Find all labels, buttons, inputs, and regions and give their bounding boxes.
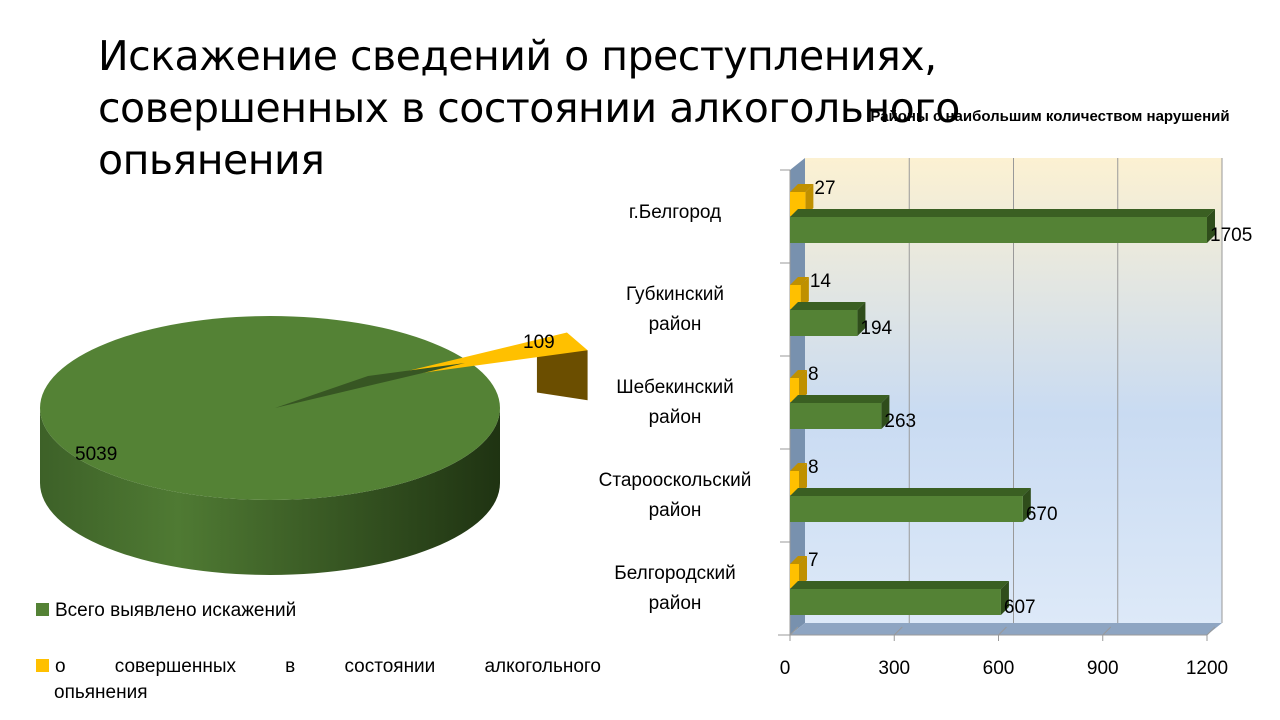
bar-chart-title: Районы с наибольшим количеством нарушени…	[870, 108, 1230, 125]
legend-swatch-yellow	[36, 659, 49, 672]
category-label: Шебекинский район	[590, 373, 760, 433]
gridline-floor	[1206, 626, 1216, 636]
gridline-floor	[893, 626, 903, 636]
pie-slice-gap	[275, 363, 465, 408]
legend-item-alcohol: о совершенных в состоянии алкогольного	[36, 652, 601, 682]
bar-alcohol-top	[790, 370, 807, 378]
pie-label-total: 5039	[75, 444, 117, 465]
pie-slice-total	[40, 316, 500, 500]
x-tick-label: 900	[1087, 658, 1119, 679]
bar-alcohol	[790, 564, 799, 588]
gridline-floor	[1102, 626, 1112, 636]
legend-label: Всего выявлено искажений	[55, 600, 297, 621]
bar-total	[790, 589, 1001, 615]
bar-label-total: 194	[860, 318, 892, 339]
category-label-line: район	[648, 499, 702, 521]
bar-alcohol-side	[799, 556, 807, 588]
x-tick-label: 0	[780, 658, 791, 679]
bar-total-side	[1000, 581, 1009, 615]
bar-alcohol-side	[799, 463, 807, 495]
bar-alcohol-top	[790, 556, 807, 564]
bar-alcohol-side	[805, 184, 814, 216]
bar-label-alcohol: 7	[808, 550, 819, 571]
bar-alcohol	[790, 471, 799, 495]
bar-total-top	[790, 581, 1009, 589]
bar-total-side	[1207, 209, 1215, 243]
bar-total-side	[881, 395, 890, 429]
bar-total-side	[857, 302, 866, 336]
category-label-line: район	[648, 313, 702, 335]
legend-label: о совершенных в состоянии алкогольного	[55, 656, 601, 677]
category-label-line: Белгородский	[614, 562, 736, 584]
chart-floor	[790, 623, 1222, 635]
gridline-floor	[998, 626, 1007, 636]
category-label-line: Старооскольский	[598, 469, 752, 491]
bar-label-total: 607	[1004, 597, 1036, 618]
x-tick-label: 1200	[1186, 658, 1228, 679]
pie-side-yellow	[536, 342, 588, 401]
bar-total-top	[790, 395, 890, 403]
category-label: Губкинский район	[590, 280, 760, 340]
pie-side-green	[40, 408, 500, 575]
legend-swatch-green	[36, 603, 49, 616]
category-label-line: район	[648, 406, 702, 428]
legend-item-alcohol-cont: опьянения	[54, 682, 148, 703]
pie-chart: 5039 109	[40, 316, 588, 575]
x-tick-label: 600	[983, 658, 1015, 679]
slide-title: Искажение сведений о преступлениях, сове…	[98, 32, 960, 184]
category-label-line: г.Белгород	[628, 201, 722, 223]
x-tick-label: 300	[878, 658, 910, 679]
category-label-line: Губкинский	[625, 283, 725, 305]
category-label: Белгородский район	[590, 559, 760, 619]
bar-label-alcohol: 27	[814, 178, 835, 199]
bar-alcohol	[790, 285, 801, 309]
bar-total-top	[790, 488, 1031, 496]
category-label-line: район	[648, 592, 702, 614]
bar-label-total: 1705	[1210, 225, 1252, 246]
bar-alcohol-side	[800, 277, 809, 309]
bar-label-alcohol: 8	[808, 364, 819, 385]
bar-total	[790, 403, 882, 429]
bar-total	[790, 310, 858, 336]
pie-label-alcohol: 109	[523, 332, 555, 353]
bar-label-alcohol: 14	[810, 271, 832, 292]
pie-slice-alcohol	[370, 332, 588, 380]
bar-total	[790, 217, 1207, 243]
bar-alcohol-top	[790, 463, 807, 471]
category-label: г.Белгород	[590, 198, 760, 228]
bar-chart: 0 300 600 900 1200 27 1705 14 194 8 263 8 670 7 607	[778, 158, 1252, 679]
bar-alcohol	[790, 378, 799, 402]
bar-label-total: 263	[884, 411, 916, 432]
gridline-floor	[789, 626, 799, 636]
bar-alcohol-side	[799, 370, 807, 402]
category-label-line: Шебекинский	[616, 376, 734, 398]
bar-total-top	[790, 302, 866, 310]
bar-alcohol-top	[790, 277, 809, 285]
legend-item-total: Всего выявлено искажений	[36, 600, 296, 622]
bar-total-top	[790, 209, 1215, 217]
bar-total	[790, 496, 1023, 522]
category-label: Старооскольский район	[590, 466, 760, 526]
bar-label-total: 670	[1026, 504, 1058, 525]
bar-label-alcohol: 8	[808, 457, 819, 478]
bar-alcohol-top	[790, 184, 814, 192]
bar-total-side	[1022, 488, 1031, 522]
